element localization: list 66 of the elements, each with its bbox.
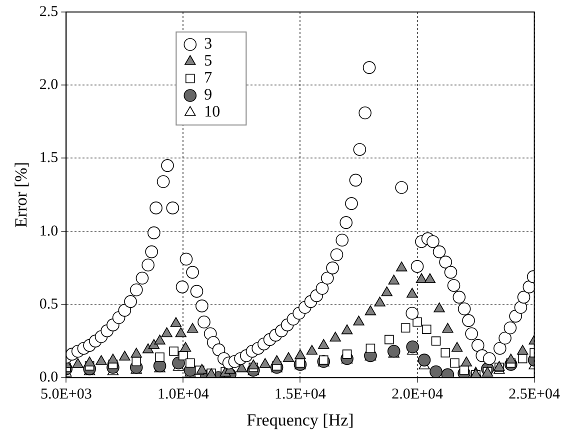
- point: [84, 356, 96, 366]
- point: [406, 340, 419, 354]
- point: [248, 360, 260, 370]
- point: [366, 344, 376, 353]
- point: [260, 358, 271, 368]
- legend-label: 10: [204, 104, 220, 121]
- point: [374, 296, 386, 306]
- point: [517, 344, 528, 355]
- x-axis-title: Frequency [Hz]: [246, 410, 354, 430]
- y-tick-label: 2.0: [39, 77, 58, 94]
- legend-label: 3: [204, 36, 212, 53]
- point: [154, 334, 166, 344]
- point: [341, 324, 353, 334]
- point: [148, 339, 160, 349]
- point: [186, 322, 198, 333]
- point: [451, 342, 463, 352]
- point: [381, 286, 392, 296]
- point: [132, 356, 142, 366]
- y-tick-label: 0.0: [39, 370, 58, 386]
- y-tick-label: 1.5: [39, 150, 58, 166]
- x-tick-label: 1.0E+04: [158, 386, 210, 403]
- point: [170, 317, 182, 327]
- point: [107, 354, 119, 364]
- y-tick-label: 1.0: [39, 223, 58, 240]
- point: [180, 342, 192, 352]
- point: [505, 354, 516, 364]
- point: [406, 288, 418, 298]
- point: [96, 355, 107, 365]
- legend-label: 7: [204, 70, 212, 87]
- point: [388, 274, 400, 284]
- y-tick-label: 0.5: [39, 296, 58, 312]
- point: [196, 364, 208, 374]
- legend-label: 9: [204, 86, 212, 104]
- x-tick-label: 1.5E+04: [274, 386, 326, 403]
- y-tick-label: 2.5: [39, 4, 58, 20]
- point: [161, 327, 172, 338]
- point: [130, 348, 142, 358]
- point: [119, 350, 130, 361]
- point: [353, 316, 364, 326]
- point: [282, 352, 294, 362]
- point: [416, 273, 428, 284]
- point: [434, 302, 445, 312]
- legend-label: 5: [204, 52, 212, 70]
- point: [459, 366, 469, 375]
- point: [271, 355, 282, 365]
- point: [72, 358, 84, 368]
- point: [330, 332, 341, 342]
- y-axis-title: Error [%]: [12, 162, 31, 228]
- point: [175, 327, 186, 338]
- x-tick-label: 2.0E+04: [392, 386, 444, 403]
- point: [387, 344, 400, 358]
- point: [418, 354, 431, 366]
- point: [430, 365, 442, 378]
- point: [364, 305, 376, 316]
- point: [396, 262, 408, 272]
- point: [318, 339, 330, 349]
- point: [294, 349, 306, 360]
- point: [306, 344, 318, 355]
- point: [431, 336, 441, 346]
- point: [442, 322, 454, 333]
- point: [186, 358, 195, 368]
- x-tick-label: 5.0E+03: [40, 386, 92, 403]
- point: [424, 273, 436, 284]
- point: [460, 356, 472, 366]
- x-tick-label: 2.5E+04: [508, 386, 560, 403]
- point: [342, 350, 352, 359]
